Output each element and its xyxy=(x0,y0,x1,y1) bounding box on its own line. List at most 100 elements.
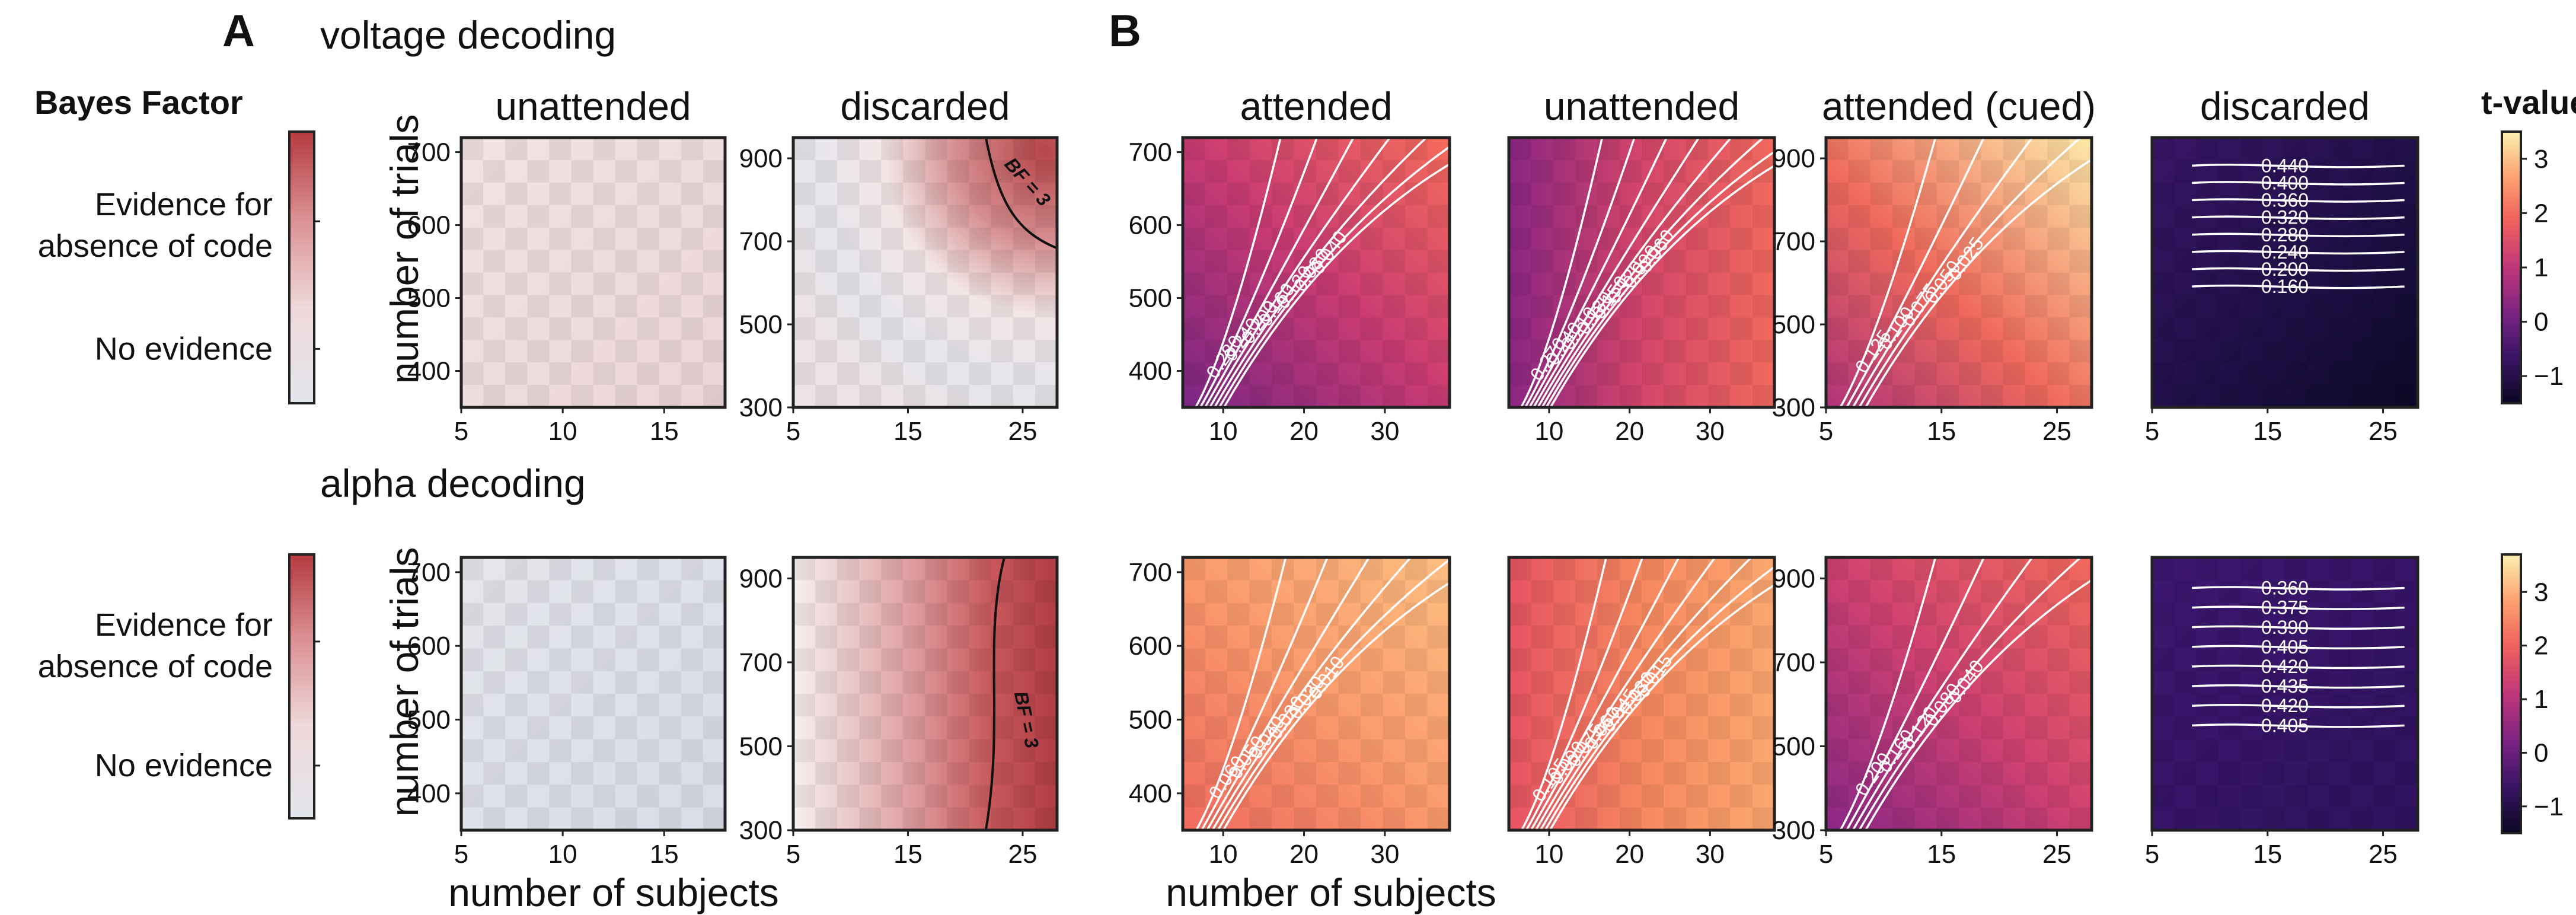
heatmap-cell xyxy=(2285,138,2307,160)
heatmap-cell xyxy=(837,648,860,671)
heatmap-cell xyxy=(1664,340,1686,363)
heatmap-cell xyxy=(637,182,659,205)
heatmap-cell xyxy=(703,671,725,694)
heatmap-cell xyxy=(1013,362,1035,385)
t-colorbar-title: t-value xyxy=(2481,84,2576,121)
contour-line xyxy=(1865,556,2130,831)
heatmap-cell xyxy=(859,250,882,273)
heatmap-cell xyxy=(903,385,925,407)
heatmap-cell xyxy=(2047,227,2070,250)
heatmap-cell xyxy=(2069,205,2092,228)
heatmap-cell xyxy=(1183,648,1205,671)
panel-frame xyxy=(459,556,727,832)
heatmap-cell xyxy=(837,317,860,340)
heatmap-cell xyxy=(703,716,725,739)
heatmap-cell xyxy=(1272,182,1294,205)
heatmap-cell xyxy=(2262,160,2285,183)
heatmap-cell xyxy=(549,182,572,205)
heatmap-cell xyxy=(2196,648,2219,671)
heatmap-cell xyxy=(593,227,615,250)
heatmap-cell xyxy=(2047,602,2070,626)
heatmap-cell xyxy=(1405,739,1428,762)
contour-label: 0.280 xyxy=(2261,224,2309,246)
heatmap-cell xyxy=(681,785,703,808)
t-tick-label: −1 xyxy=(2534,792,2564,821)
heatmap-cell xyxy=(969,182,991,205)
heatmap-cell xyxy=(2047,785,2070,808)
heatmap-cell xyxy=(1531,580,1553,603)
x-tick-label: 25 xyxy=(1008,840,1037,869)
heatmap-cell xyxy=(615,807,637,830)
heatmap-cell xyxy=(1664,807,1686,830)
heatmap-cell xyxy=(637,362,659,385)
heatmap-cell xyxy=(1013,694,1035,717)
heatmap-cell xyxy=(571,762,593,785)
heatmap-cell xyxy=(947,716,969,739)
heatmap-cell xyxy=(1642,694,1664,717)
heatmap-cell xyxy=(2240,362,2263,385)
heatmap-cell xyxy=(1316,138,1339,160)
heatmap-cell xyxy=(703,340,725,363)
heatmap-cells xyxy=(461,138,725,407)
heatmap-cell xyxy=(1294,340,1316,363)
heatmap-cell xyxy=(2196,138,2219,160)
heatmap-cell xyxy=(1959,739,1981,762)
heatmap-cell xyxy=(925,272,947,295)
heatmap-cell xyxy=(527,762,550,785)
heatmap-cell xyxy=(815,762,838,785)
heatmap-cell xyxy=(505,317,528,340)
contour-line xyxy=(1545,136,1796,408)
contour-line xyxy=(1846,557,1985,831)
heatmap-cell xyxy=(1183,138,1205,160)
heatmap-cell xyxy=(881,317,904,340)
heatmap-cells xyxy=(2152,557,2418,830)
heatmap-cell xyxy=(1959,648,1981,671)
heatmap-cell xyxy=(593,694,615,717)
heatmap-cell xyxy=(2152,602,2175,626)
heatmap-cell xyxy=(1272,362,1294,385)
heatmap-cell xyxy=(505,362,528,385)
heatmap-cell xyxy=(837,557,860,581)
heatmap-cell xyxy=(2174,807,2197,830)
heatmap-cell xyxy=(593,785,615,808)
heatmap-cell xyxy=(881,182,904,205)
heatmap-cell xyxy=(2307,580,2329,603)
heatmap-cell xyxy=(2329,557,2351,581)
heatmap-cell xyxy=(2395,295,2418,318)
heatmap-cell xyxy=(969,694,991,717)
contour-line xyxy=(1520,137,1604,408)
heatmap-cell xyxy=(571,340,593,363)
heatmap-cell xyxy=(1013,138,1035,160)
heatmap-cell xyxy=(2262,385,2285,407)
heatmap-cell xyxy=(549,785,572,808)
heatmap-cell xyxy=(1405,362,1428,385)
heatmap-cell xyxy=(859,385,882,407)
heatmap-cell xyxy=(1936,340,1959,363)
heatmap-cell xyxy=(2373,694,2396,717)
panel-voltage-3: 0.0400.0800.1200.1600.2000.2400.280atten… xyxy=(1129,84,1500,446)
heatmap-cell xyxy=(1249,385,1272,407)
contour-label: 0.375 xyxy=(2261,597,2309,618)
heatmap-cell xyxy=(2025,295,2048,318)
bf-colorbar-bar xyxy=(288,130,315,404)
heatmap-cell xyxy=(903,671,925,694)
heatmap-cells xyxy=(793,138,1057,407)
contour-label: 0.405 xyxy=(2261,636,2309,658)
heatmap-cell xyxy=(2240,557,2263,581)
heatmap-cell xyxy=(815,716,838,739)
heatmap-cell xyxy=(1708,295,1731,318)
heatmap-cell xyxy=(2373,138,2396,160)
heatmap-cell xyxy=(1959,272,1981,295)
heatmap-cell xyxy=(2174,160,2197,183)
heatmap-cell xyxy=(1664,671,1686,694)
heatmap-cell xyxy=(2285,557,2307,581)
heatmap-cell xyxy=(1013,272,1035,295)
heatmap-cell xyxy=(2329,317,2351,340)
heatmap-cell xyxy=(1316,739,1339,762)
heatmap-cell xyxy=(1730,317,1753,340)
heatmap-cell xyxy=(815,671,838,694)
heatmap-cell xyxy=(2174,716,2197,739)
heatmap-cell xyxy=(1035,671,1057,694)
heatmap-cell xyxy=(571,385,593,407)
panel-frame xyxy=(791,556,1059,832)
